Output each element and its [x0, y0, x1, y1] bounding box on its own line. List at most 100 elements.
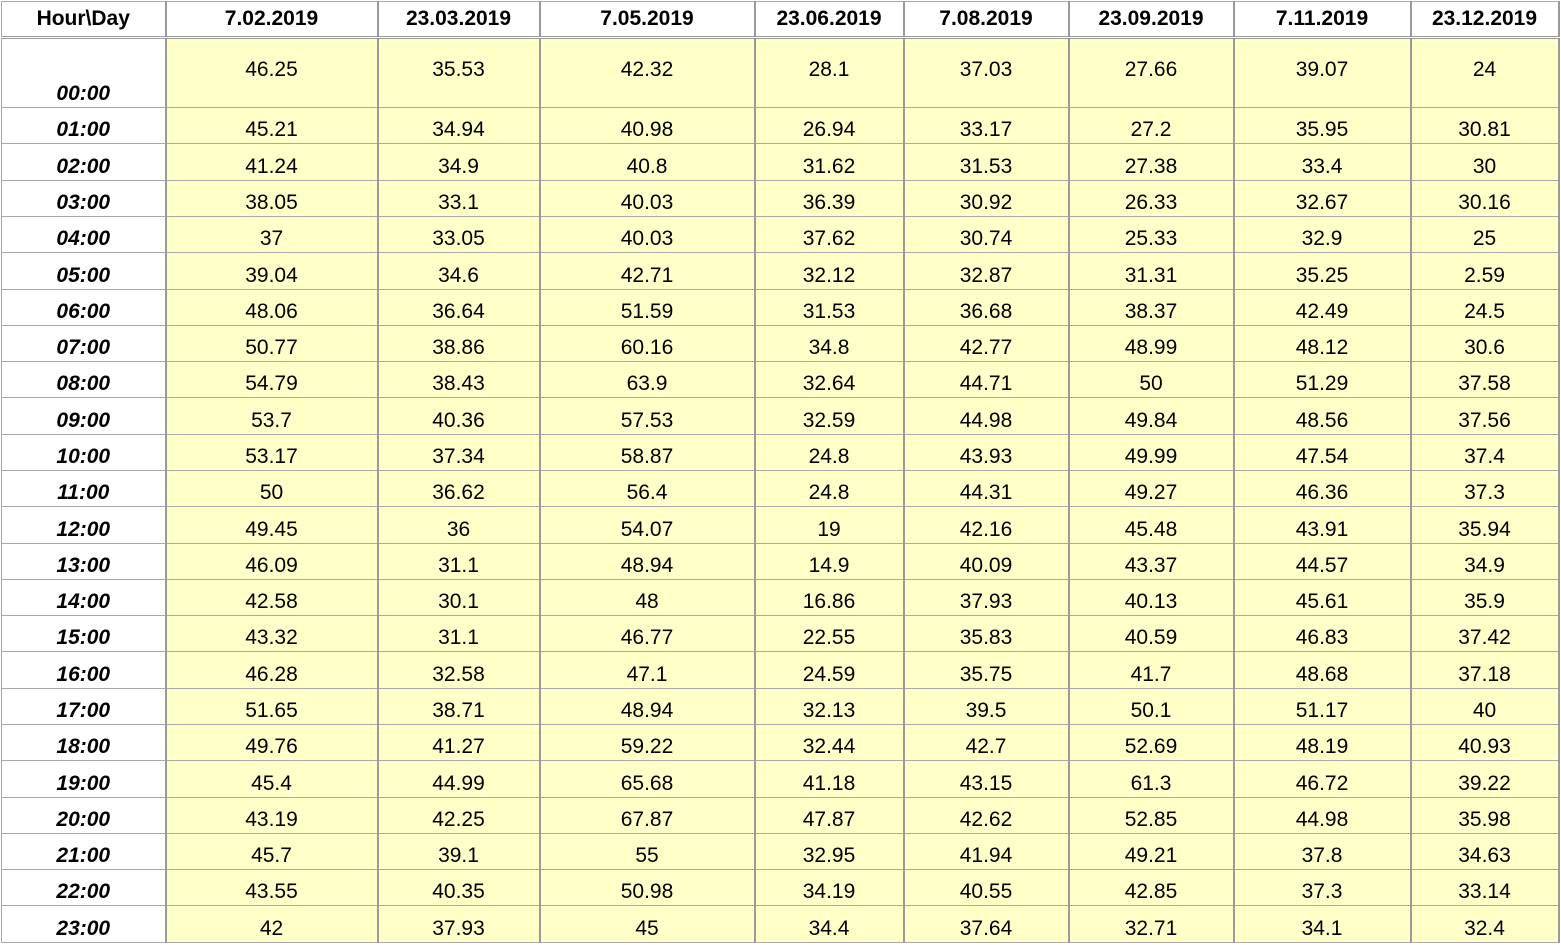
data-cell[interactable]: 48.19 — [1233, 723, 1412, 762]
data-cell[interactable]: 2.59 — [1410, 252, 1560, 290]
data-cell[interactable]: 51.17 — [1233, 687, 1412, 725]
data-cell[interactable]: 41.94 — [903, 832, 1070, 871]
data-cell[interactable]: 44.99 — [377, 760, 541, 798]
data-cell[interactable]: 32.4 — [1410, 905, 1560, 943]
data-cell[interactable]: 39.22 — [1410, 760, 1560, 798]
data-cell[interactable]: 48.06 — [165, 288, 379, 326]
data-cell[interactable]: 48.12 — [1233, 324, 1412, 363]
row-header-hour[interactable]: 21:00 — [1, 832, 167, 871]
data-cell[interactable]: 51.29 — [1233, 361, 1412, 399]
corner-header-cell[interactable]: Hour\Day — [1, 1, 167, 39]
data-cell[interactable]: 40.55 — [903, 869, 1070, 907]
data-cell[interactable]: 40.98 — [539, 107, 756, 145]
data-cell[interactable]: 50.1 — [1068, 687, 1235, 725]
data-cell[interactable]: 40.8 — [539, 143, 756, 181]
data-cell[interactable]: 37.62 — [754, 216, 905, 254]
data-cell[interactable]: 33.1 — [377, 179, 541, 218]
data-cell[interactable]: 49.45 — [165, 506, 379, 544]
data-cell[interactable]: 32.71 — [1068, 905, 1235, 943]
data-cell[interactable]: 30.1 — [377, 578, 541, 617]
data-cell[interactable]: 36.64 — [377, 288, 541, 326]
data-cell[interactable]: 46.25 — [165, 36, 379, 109]
data-cell[interactable]: 51.65 — [165, 687, 379, 725]
data-cell[interactable]: 46.28 — [165, 651, 379, 689]
row-header-hour[interactable]: 05:00 — [1, 252, 167, 290]
data-cell[interactable]: 35.9 — [1410, 578, 1560, 617]
data-cell[interactable]: 34.8 — [754, 324, 905, 363]
data-cell[interactable]: 41.24 — [165, 143, 379, 181]
data-cell[interactable]: 34.63 — [1410, 832, 1560, 871]
data-cell[interactable]: 37.93 — [377, 905, 541, 943]
data-cell[interactable]: 35.94 — [1410, 506, 1560, 544]
data-cell[interactable]: 27.66 — [1068, 36, 1235, 109]
data-cell[interactable]: 49.84 — [1068, 397, 1235, 435]
data-cell[interactable]: 42.49 — [1233, 288, 1412, 326]
data-cell[interactable]: 47.1 — [539, 651, 756, 689]
data-cell[interactable]: 46.09 — [165, 542, 379, 580]
data-cell[interactable]: 32.59 — [754, 397, 905, 435]
data-cell[interactable]: 42.71 — [539, 252, 756, 290]
data-cell[interactable]: 50 — [1068, 361, 1235, 399]
row-header-hour[interactable]: 08:00 — [1, 361, 167, 399]
row-header-hour[interactable]: 00:00 — [1, 36, 167, 109]
row-header-hour[interactable]: 06:00 — [1, 288, 167, 326]
data-cell[interactable]: 40.36 — [377, 397, 541, 435]
data-cell[interactable]: 41.7 — [1068, 651, 1235, 689]
data-cell[interactable]: 43.15 — [903, 760, 1070, 798]
data-cell[interactable]: 37.34 — [377, 433, 541, 472]
data-cell[interactable]: 42.7 — [903, 723, 1070, 762]
data-cell[interactable]: 24.8 — [754, 470, 905, 508]
data-cell[interactable]: 50.98 — [539, 869, 756, 907]
row-header-hour[interactable]: 04:00 — [1, 216, 167, 254]
row-header-hour[interactable]: 22:00 — [1, 869, 167, 907]
data-cell[interactable]: 41.27 — [377, 723, 541, 762]
data-cell[interactable]: 24.59 — [754, 651, 905, 689]
data-cell[interactable]: 42.58 — [165, 578, 379, 617]
data-cell[interactable]: 30.92 — [903, 179, 1070, 218]
data-cell[interactable]: 36.62 — [377, 470, 541, 508]
data-cell[interactable]: 35.75 — [903, 651, 1070, 689]
row-header-hour[interactable]: 23:00 — [1, 905, 167, 943]
data-cell[interactable]: 61.3 — [1068, 760, 1235, 798]
row-header-hour[interactable]: 10:00 — [1, 433, 167, 472]
data-cell[interactable]: 36 — [377, 506, 541, 544]
data-cell[interactable]: 35.53 — [377, 36, 541, 109]
data-cell[interactable]: 38.37 — [1068, 288, 1235, 326]
data-cell[interactable]: 35.95 — [1233, 107, 1412, 145]
data-cell[interactable]: 32.12 — [754, 252, 905, 290]
data-cell[interactable]: 55 — [539, 832, 756, 871]
data-cell[interactable]: 36.68 — [903, 288, 1070, 326]
data-cell[interactable]: 48 — [539, 578, 756, 617]
data-cell[interactable]: 53.7 — [165, 397, 379, 435]
data-cell[interactable]: 37.18 — [1410, 651, 1560, 689]
data-cell[interactable]: 35.98 — [1410, 796, 1560, 834]
data-cell[interactable]: 67.87 — [539, 796, 756, 834]
data-cell[interactable]: 24.5 — [1410, 288, 1560, 326]
data-cell[interactable]: 54.79 — [165, 361, 379, 399]
data-cell[interactable]: 26.94 — [754, 107, 905, 145]
data-cell[interactable]: 57.53 — [539, 397, 756, 435]
row-header-hour[interactable]: 13:00 — [1, 542, 167, 580]
data-cell[interactable]: 44.98 — [903, 397, 1070, 435]
data-cell[interactable]: 34.1 — [1233, 905, 1412, 943]
column-header-23.03.2019[interactable]: 23.03.2019 — [377, 1, 541, 39]
data-cell[interactable]: 48.94 — [539, 542, 756, 580]
data-cell[interactable]: 33.14 — [1410, 869, 1560, 907]
column-header-23.06.2019[interactable]: 23.06.2019 — [754, 1, 905, 39]
data-cell[interactable]: 49.27 — [1068, 470, 1235, 508]
data-cell[interactable]: 63.9 — [539, 361, 756, 399]
data-cell[interactable]: 37.4 — [1410, 433, 1560, 472]
data-cell[interactable]: 37.42 — [1410, 615, 1560, 653]
data-cell[interactable]: 46.36 — [1233, 470, 1412, 508]
data-cell[interactable]: 31.1 — [377, 542, 541, 580]
data-cell[interactable]: 34.6 — [377, 252, 541, 290]
row-header-hour[interactable]: 03:00 — [1, 179, 167, 218]
data-cell[interactable]: 32.95 — [754, 832, 905, 871]
data-cell[interactable]: 51.59 — [539, 288, 756, 326]
data-cell[interactable]: 43.32 — [165, 615, 379, 653]
data-cell[interactable]: 35.25 — [1233, 252, 1412, 290]
data-cell[interactable]: 47.54 — [1233, 433, 1412, 472]
row-header-hour[interactable]: 14:00 — [1, 578, 167, 617]
data-cell[interactable]: 40.35 — [377, 869, 541, 907]
data-cell[interactable]: 52.69 — [1068, 723, 1235, 762]
